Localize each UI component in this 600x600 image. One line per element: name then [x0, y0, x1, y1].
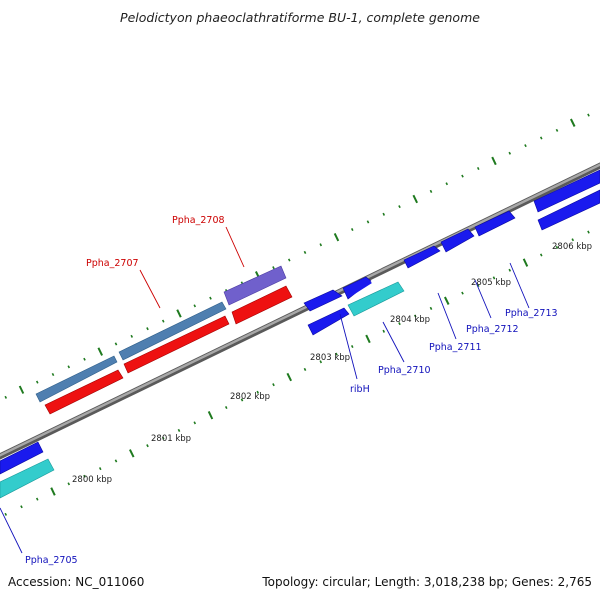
minor-tick [147, 328, 148, 330]
minor-tick [5, 513, 6, 515]
scale-label: 2804 kbp [390, 315, 430, 325]
major-tick [366, 335, 370, 343]
minor-tick [84, 358, 85, 360]
minor-tick [289, 259, 290, 261]
minor-tick [131, 335, 132, 337]
minor-tick [5, 396, 6, 398]
minor-tick [383, 330, 384, 332]
major-tick [571, 119, 575, 127]
minor-tick [194, 305, 195, 307]
minor-tick [37, 381, 38, 383]
minor-tick [509, 152, 510, 154]
minor-tick [556, 129, 557, 131]
genome-map: Pelodictyon phaeoclathratiforme BU-1, co… [0, 0, 600, 600]
minor-tick [304, 368, 305, 370]
minor-tick [399, 206, 400, 208]
minor-tick [68, 483, 69, 485]
major-tick [98, 348, 102, 356]
minor-tick [525, 145, 526, 147]
major-tick [445, 297, 449, 305]
gene-label: ribH [350, 384, 370, 395]
major-tick [177, 310, 181, 318]
minor-tick [572, 239, 573, 241]
minor-tick [163, 320, 164, 322]
scale-label: 2801 kbp [151, 434, 191, 444]
scale-label: 2803 kbp [310, 353, 350, 363]
scale-label: 2800 kbp [72, 475, 112, 485]
minor-tick [541, 137, 542, 139]
minor-tick [320, 244, 321, 246]
minor-tick [100, 467, 101, 469]
major-tick [335, 233, 339, 241]
minor-tick [462, 175, 463, 177]
gene-labels: Ppha_2708 Ppha_2707 ribH Ppha_2710 Ppha_… [25, 215, 558, 566]
gene-label: Ppha_2705 [25, 555, 78, 566]
minor-tick [588, 114, 589, 116]
scale-label: 2802 kbp [230, 392, 270, 402]
gene-label: Ppha_2707 [86, 258, 139, 269]
major-tick [287, 373, 291, 381]
gene-feature [304, 290, 342, 311]
minor-tick [509, 269, 510, 271]
minor-tick [273, 384, 274, 386]
accession-text: Accession: NC_011060 [8, 575, 144, 589]
minor-tick [115, 343, 116, 345]
minor-tick [367, 221, 368, 223]
minor-tick [446, 183, 447, 185]
minor-tick [68, 366, 69, 368]
gene-label: Ppha_2713 [505, 308, 558, 319]
gene-feature [308, 308, 349, 335]
minor-tick [462, 292, 463, 294]
genome-summary: Topology: circular; Length: 3,018,238 bp… [261, 575, 592, 589]
gene-label: Ppha_2708 [172, 215, 225, 226]
minor-tick [194, 422, 195, 424]
major-tick [51, 488, 55, 496]
major-tick [413, 195, 417, 203]
minor-tick [226, 406, 227, 408]
minor-tick [115, 460, 116, 462]
minor-tick [430, 307, 431, 309]
minor-tick [304, 251, 305, 253]
major-tick [20, 386, 24, 394]
major-tick [524, 259, 528, 267]
scale-labels: 2800 kbp 2801 kbp 2802 kbp 2803 kbp 2804… [72, 242, 592, 485]
minor-tick [541, 254, 542, 256]
gene-label: Ppha_2711 [429, 342, 482, 353]
major-tick [130, 450, 134, 458]
minor-tick [37, 498, 38, 500]
minor-tick [588, 231, 589, 233]
minor-tick [352, 345, 353, 347]
minor-tick [52, 373, 53, 375]
scale-label: 2805 kbp [471, 278, 511, 288]
minor-tick [21, 506, 22, 508]
major-tick [209, 411, 213, 419]
minor-tick [210, 297, 211, 299]
minor-tick [430, 190, 431, 192]
minor-tick [178, 429, 179, 431]
gene-label: Ppha_2710 [378, 365, 431, 376]
scale-label: 2806 kbp [552, 242, 592, 252]
minor-tick [147, 445, 148, 447]
outer-tick-track [5, 106, 600, 398]
minor-tick [273, 267, 274, 269]
map-title: Pelodictyon phaeoclathratiforme BU-1, co… [120, 10, 480, 25]
major-tick [492, 157, 496, 165]
gene-track-inner [0, 190, 600, 498]
minor-tick [383, 213, 384, 215]
gene-label: Ppha_2712 [466, 324, 519, 335]
minor-tick [352, 228, 353, 230]
minor-tick [478, 167, 479, 169]
gene-track-outer [0, 170, 600, 474]
